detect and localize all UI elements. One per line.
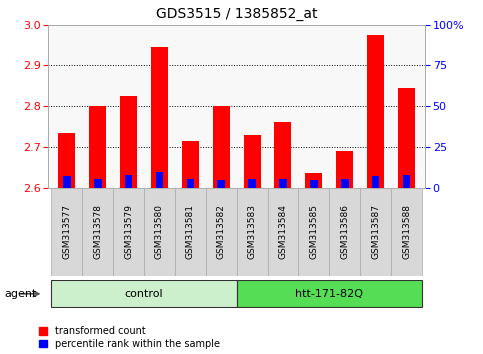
Bar [120, 96, 137, 188]
FancyBboxPatch shape [175, 188, 206, 276]
Bar [243, 135, 261, 188]
Bar [367, 35, 384, 188]
Text: control: control [125, 289, 163, 299]
Title: GDS3515 / 1385852_at: GDS3515 / 1385852_at [156, 7, 317, 21]
Bar [274, 122, 291, 188]
FancyBboxPatch shape [391, 188, 422, 276]
Text: GSM313580: GSM313580 [155, 204, 164, 259]
FancyBboxPatch shape [237, 280, 422, 307]
Bar [248, 179, 256, 188]
Bar [58, 133, 75, 188]
Bar [63, 176, 71, 188]
Bar [213, 106, 230, 188]
Bar [310, 180, 318, 188]
FancyBboxPatch shape [268, 188, 298, 276]
Text: GSM313584: GSM313584 [279, 204, 287, 259]
FancyBboxPatch shape [206, 188, 237, 276]
Bar [156, 172, 163, 188]
Bar [398, 88, 415, 188]
Text: GSM313587: GSM313587 [371, 204, 380, 259]
Bar [279, 179, 287, 188]
Text: agent: agent [5, 289, 37, 299]
Legend: transformed count, percentile rank within the sample: transformed count, percentile rank withi… [39, 326, 220, 349]
Bar [341, 179, 349, 188]
Bar [151, 47, 168, 188]
Text: GSM313582: GSM313582 [217, 204, 226, 259]
Text: GSM313578: GSM313578 [93, 204, 102, 259]
FancyBboxPatch shape [51, 188, 82, 276]
Text: GSM313588: GSM313588 [402, 204, 411, 259]
Text: GSM313579: GSM313579 [124, 204, 133, 259]
Bar [125, 176, 132, 188]
Bar [403, 175, 411, 188]
FancyBboxPatch shape [82, 188, 113, 276]
Text: GSM313586: GSM313586 [340, 204, 349, 259]
Bar [305, 173, 322, 188]
FancyBboxPatch shape [329, 188, 360, 276]
Bar [336, 151, 353, 188]
FancyBboxPatch shape [298, 188, 329, 276]
FancyBboxPatch shape [51, 280, 237, 307]
FancyBboxPatch shape [144, 188, 175, 276]
Bar [372, 176, 380, 188]
Text: GSM313577: GSM313577 [62, 204, 71, 259]
FancyBboxPatch shape [237, 188, 268, 276]
Text: GSM313581: GSM313581 [186, 204, 195, 259]
FancyBboxPatch shape [360, 188, 391, 276]
Bar [89, 106, 106, 188]
Bar [94, 179, 101, 188]
Bar [217, 180, 225, 188]
Text: GSM313585: GSM313585 [310, 204, 318, 259]
Bar [182, 141, 199, 188]
FancyBboxPatch shape [113, 188, 144, 276]
Text: htt-171-82Q: htt-171-82Q [295, 289, 363, 299]
Text: GSM313583: GSM313583 [248, 204, 256, 259]
Bar [186, 179, 194, 188]
